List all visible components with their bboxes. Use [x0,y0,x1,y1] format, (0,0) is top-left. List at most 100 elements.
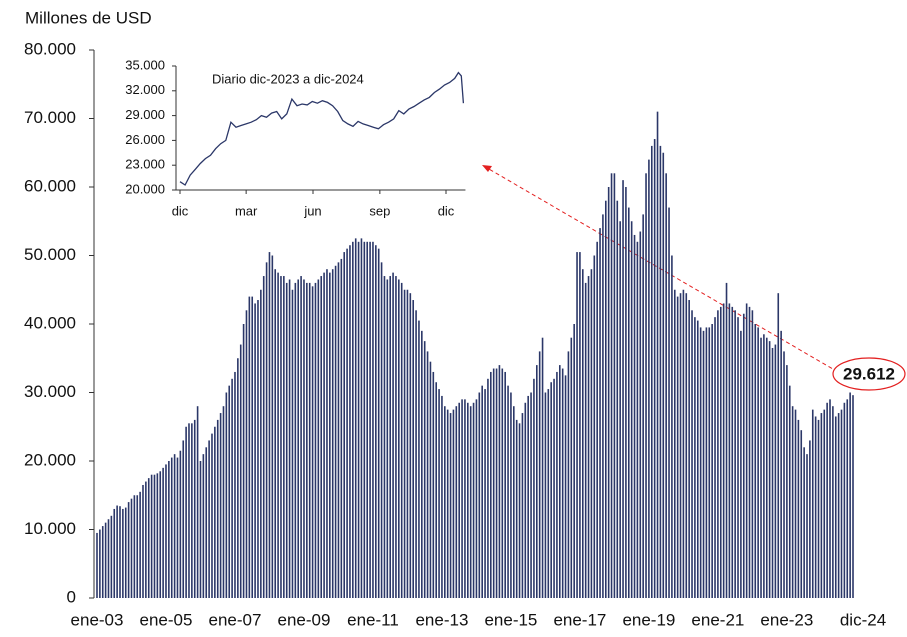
bar [538,351,541,598]
bar [622,180,624,598]
bar [717,310,719,598]
bar [239,344,242,598]
bar [251,296,254,598]
bar [265,262,268,598]
bar [645,173,647,599]
bar [280,276,282,598]
bar [745,303,748,598]
bar [237,358,239,598]
bar [214,426,216,598]
bar [650,145,653,598]
bar [467,402,469,598]
bar [176,457,179,598]
bar [219,413,222,598]
bar [513,406,515,598]
bar [616,200,619,598]
y-tick-label: 50.000 [24,245,76,264]
bar [492,368,495,598]
bar [561,368,564,598]
bar [832,406,834,598]
bar [530,392,532,598]
bar [168,461,170,598]
bar [556,371,558,598]
bar [360,238,363,598]
bar [191,423,193,598]
bar [754,324,757,598]
bar [760,337,762,598]
bar [719,306,722,598]
bar [484,389,486,598]
bar [329,272,331,598]
inset-x-tick-label: dic [172,203,189,218]
bar [504,371,506,598]
x-tick-label: ene-13 [415,610,468,629]
bar [182,440,185,598]
bar [225,392,228,598]
bar [216,419,219,598]
bar [242,324,245,598]
bar [179,450,182,598]
bar [472,402,475,598]
bar [708,327,711,598]
bar [392,272,394,598]
bar [291,289,294,598]
bar [113,508,116,598]
bar [633,234,636,598]
bar [653,139,656,599]
bar [346,248,348,598]
bar [423,341,426,598]
bar [283,276,285,598]
bar [415,310,417,598]
bar [625,187,627,598]
bar [308,282,311,598]
bar [455,406,458,598]
bar [326,269,328,598]
bar [173,454,176,598]
bar [823,409,826,598]
x-tick-label: ene-03 [71,610,124,629]
bar [711,324,713,598]
bar [671,255,673,598]
x-tick-label: ene-17 [553,610,606,629]
value-label: 29.612 [843,364,895,383]
bar [170,457,173,598]
bar [837,413,840,598]
x-tick-label: ene-23 [760,610,813,629]
bar [395,276,397,598]
y-tick-label: 30.000 [24,382,76,401]
bar [541,337,544,598]
y-tick-label: 20.000 [24,450,76,469]
x-tick-label: ene-09 [277,610,330,629]
bar [515,419,518,598]
bar [579,252,581,598]
bar [377,248,380,598]
bar [682,289,685,598]
bar [406,289,409,598]
bar [748,306,751,598]
x-tick-label: ene-07 [209,610,262,629]
bar [96,532,98,598]
bar [122,508,124,598]
bar [524,402,527,598]
bar [607,187,610,598]
bar [558,365,561,598]
bar [699,327,702,598]
bar [418,320,420,598]
inset-title: Diario dic-2023 a dic-2024 [212,71,364,86]
bar [765,337,768,598]
bar [403,289,406,598]
bar [354,238,357,598]
bar [639,231,642,598]
bar [619,221,621,598]
bar [800,430,803,598]
bar [254,303,256,598]
bar [714,317,716,598]
bar [676,296,679,598]
bar [461,399,463,598]
bar [196,406,199,598]
bar [507,385,509,598]
bar [521,413,524,598]
bar [487,378,489,598]
bar [797,419,800,598]
bar [444,406,446,598]
